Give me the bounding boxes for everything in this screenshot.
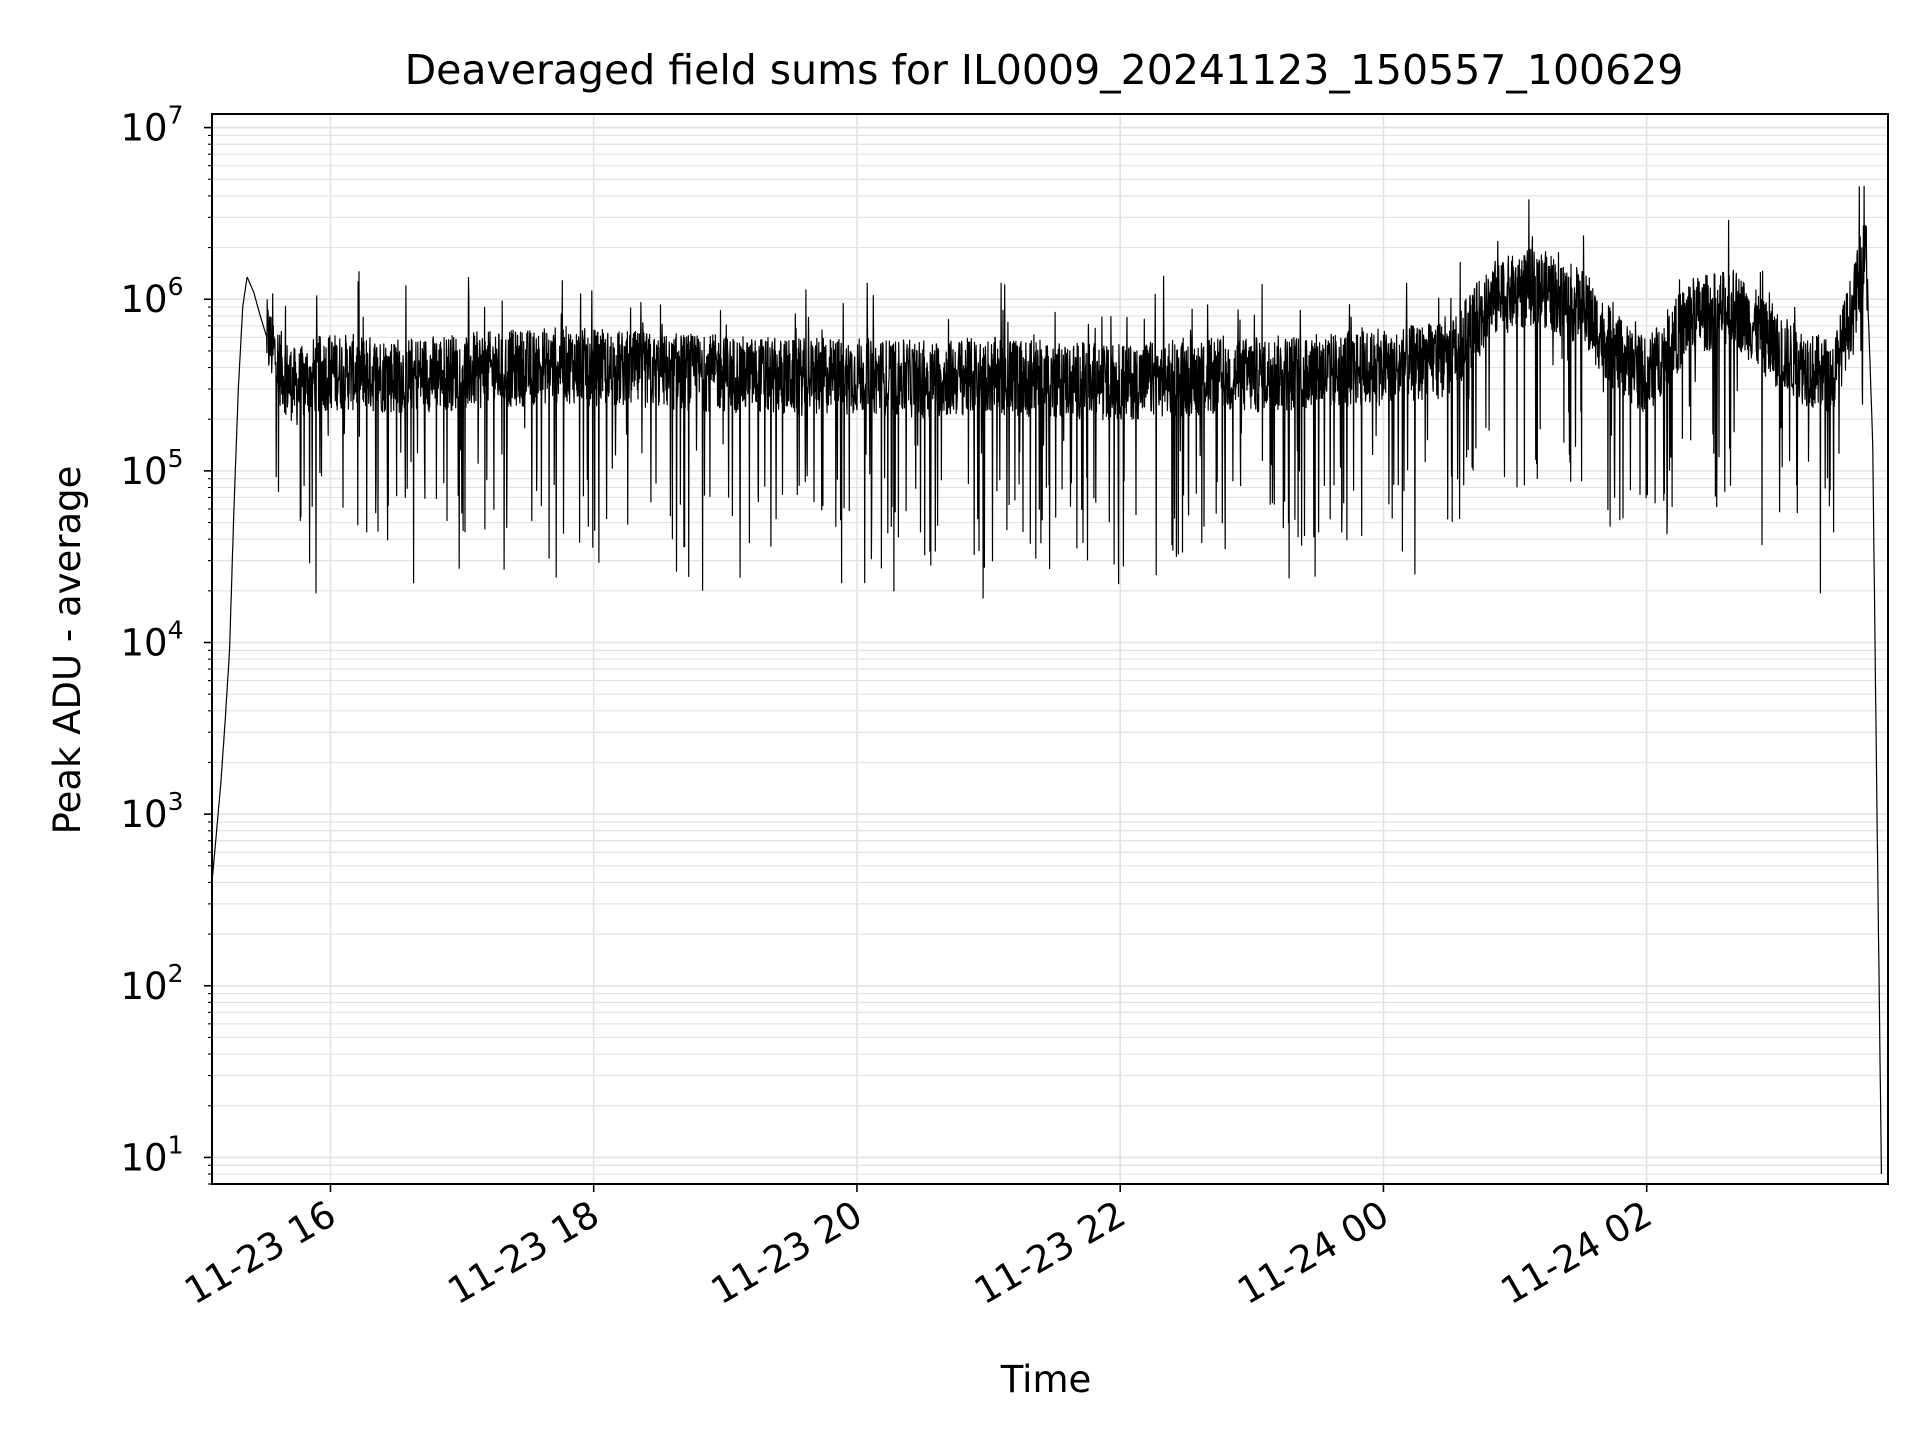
y-tick-label: 105	[121, 444, 184, 493]
grid	[212, 114, 1888, 1185]
x-axis-label: Time	[1000, 1358, 1092, 1401]
y-axis-label: Peak ADU - average	[46, 466, 89, 835]
y-tick-label: 106	[121, 272, 184, 321]
series-line	[211, 185, 1882, 1175]
plot-area	[211, 185, 1882, 1175]
y-tick-label: 107	[121, 101, 184, 150]
y-tick-label: 103	[121, 787, 184, 836]
y-tick-label: 104	[121, 616, 184, 665]
chart-title: Deaveraged field sums for IL0009_2024112…	[405, 46, 1684, 94]
y-tick-label: 102	[121, 959, 184, 1008]
axes-frame	[211, 113, 1889, 1185]
y-tick-label: 101	[121, 1130, 184, 1179]
